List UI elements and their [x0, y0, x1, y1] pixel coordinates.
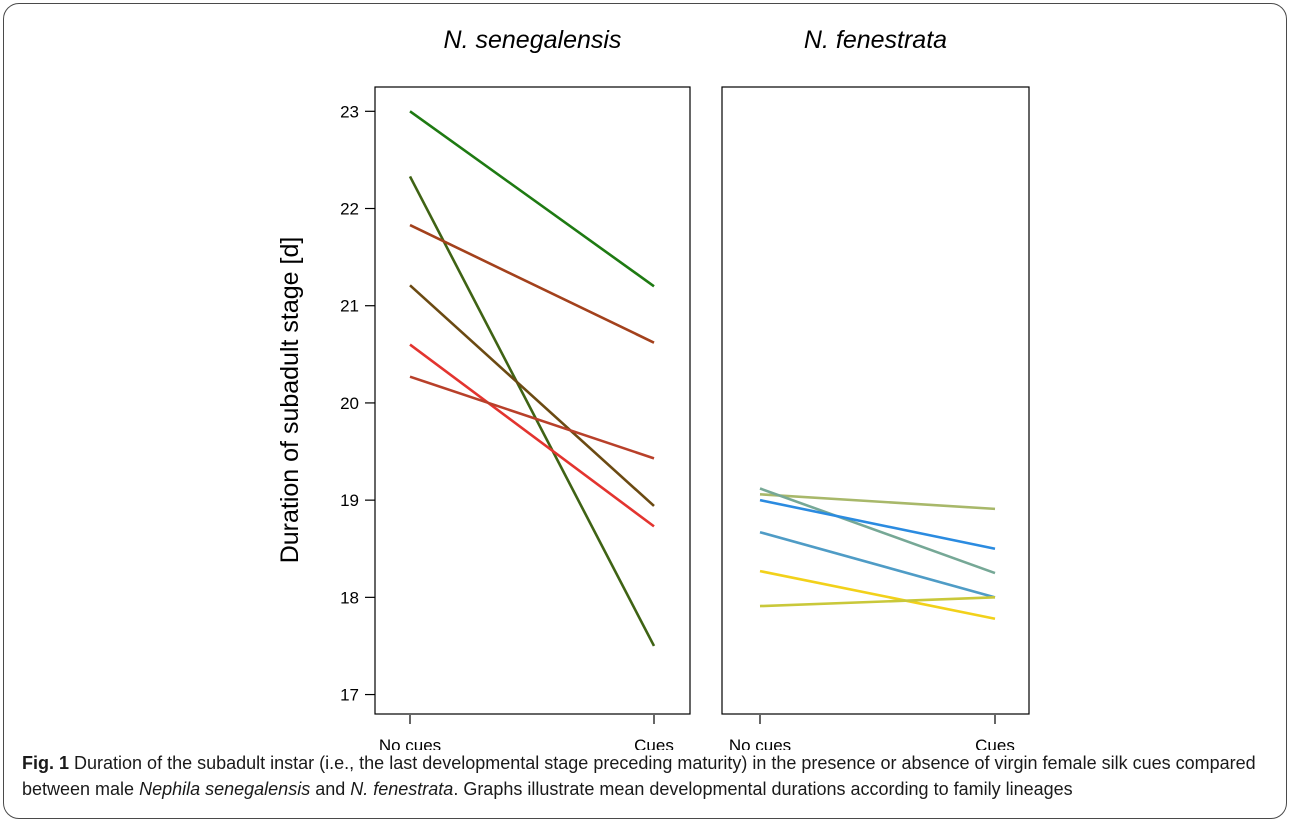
panel-title-fenestrata: N. fenestrata — [804, 26, 947, 54]
y-tick-label-5: 22 — [340, 200, 359, 219]
series-line-fenestrata-5 — [759, 569, 996, 621]
y-tick-label-3: 20 — [340, 394, 359, 413]
y-tick-label-2: 19 — [340, 491, 359, 510]
figure-caption: Fig. 1 Duration of the subadult instar (… — [22, 750, 1272, 802]
series-line-senegalensis-6 — [409, 375, 655, 460]
series-line-fenestrata-4 — [759, 530, 996, 599]
caption-species-2: N. fenestrata — [350, 779, 454, 799]
panel-fenestrata: N. fenestrata No cues Cues — [721, 26, 1030, 750]
panel-title-senegalensis: N. senegalensis — [444, 26, 622, 54]
x-tick-label-fenestrata-0: No cues — [729, 736, 791, 750]
y-tick-label-1: 18 — [340, 588, 359, 607]
series-line-senegalensis-1 — [409, 110, 655, 288]
x-tick-label-senegalensis-0: No cues — [379, 736, 441, 750]
series-line-senegalensis-5 — [409, 343, 655, 528]
caption-species-1: Nephila senegalensis — [139, 779, 311, 799]
series-line-fenestrata-3 — [759, 498, 996, 551]
plot-area-fenestrata — [721, 86, 1030, 715]
caption-label: Fig. 1 — [22, 753, 70, 773]
series-line-fenestrata-6 — [759, 596, 996, 608]
series-line-fenestrata-1 — [759, 493, 996, 511]
series-line-senegalensis-2 — [408, 175, 656, 647]
y-axis-label: Duration of subadult stage [d] — [276, 237, 304, 564]
y-tick-label-4: 21 — [340, 297, 359, 316]
y-tick-label-0: 17 — [340, 686, 359, 705]
series-line-fenestrata-2 — [759, 487, 996, 575]
x-tick-label-fenestrata-1: Cues — [975, 736, 1015, 750]
x-tick-label-senegalensis-1: Cues — [634, 736, 674, 750]
series-line-senegalensis-3 — [409, 223, 655, 344]
caption-text-2: and — [310, 779, 351, 799]
plot-area-senegalensis — [374, 86, 691, 715]
caption-text-3: . Graphs illustrate mean developmental d… — [453, 779, 1073, 799]
figure-chart: N. senegalensis No cues Cues 17 18 19 20 21 22 23… — [276, 26, 1030, 750]
series-line-senegalensis-4 — [409, 284, 655, 507]
y-tick-label-6: 23 — [340, 102, 359, 121]
caption-text-1: Duration of the subadult instar (i.e., t… — [22, 753, 1256, 799]
figure-frame — [3, 3, 1287, 819]
panel-senegalensis: N. senegalensis No cues Cues 17 18 19 20 21 22 23 — [340, 26, 691, 750]
